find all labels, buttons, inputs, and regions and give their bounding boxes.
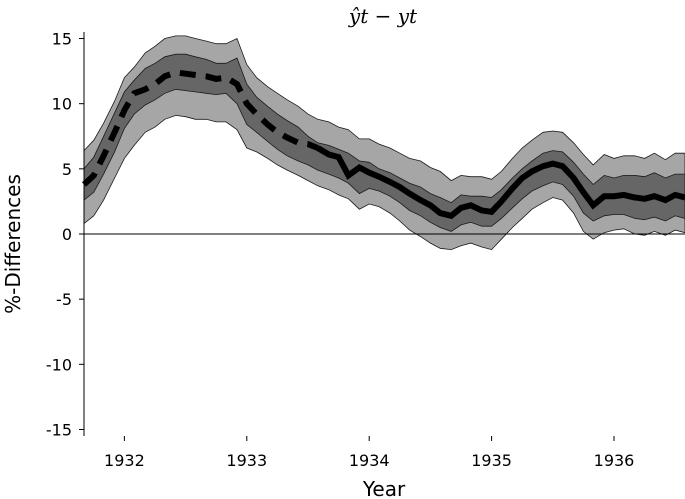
x-tick-label: 1934 [349,451,390,470]
median-line-solid [316,145,685,220]
median-series [81,69,685,220]
y-tick-label: 15 [52,30,72,49]
y-axis-title: %-Differences [1,174,25,314]
x-tick-label: 1932 [104,451,145,470]
x-axis-ticks: 1932 1933 1934 1935 1936 [104,436,634,470]
median-line-dashed [81,69,319,187]
y-tick-label: 10 [52,95,72,114]
x-tick-label: 1935 [471,451,512,470]
y-tick-label: -5 [56,290,72,309]
y-tick-label: -10 [46,355,72,374]
y-axis-ticks: 15 10 5 0 -5 -10 -15 [46,30,84,439]
confidence-bands [83,35,685,251]
x-axis-title: Year [362,477,406,499]
chart-title: ŷt − yt [348,4,418,28]
y-tick-label: -15 [46,420,72,439]
y-tick-label: 5 [62,160,72,179]
x-tick-label: 1933 [226,451,267,470]
x-tick-label: 1936 [594,451,635,470]
inner-band [83,53,685,232]
y-tick-label: 0 [62,225,72,244]
